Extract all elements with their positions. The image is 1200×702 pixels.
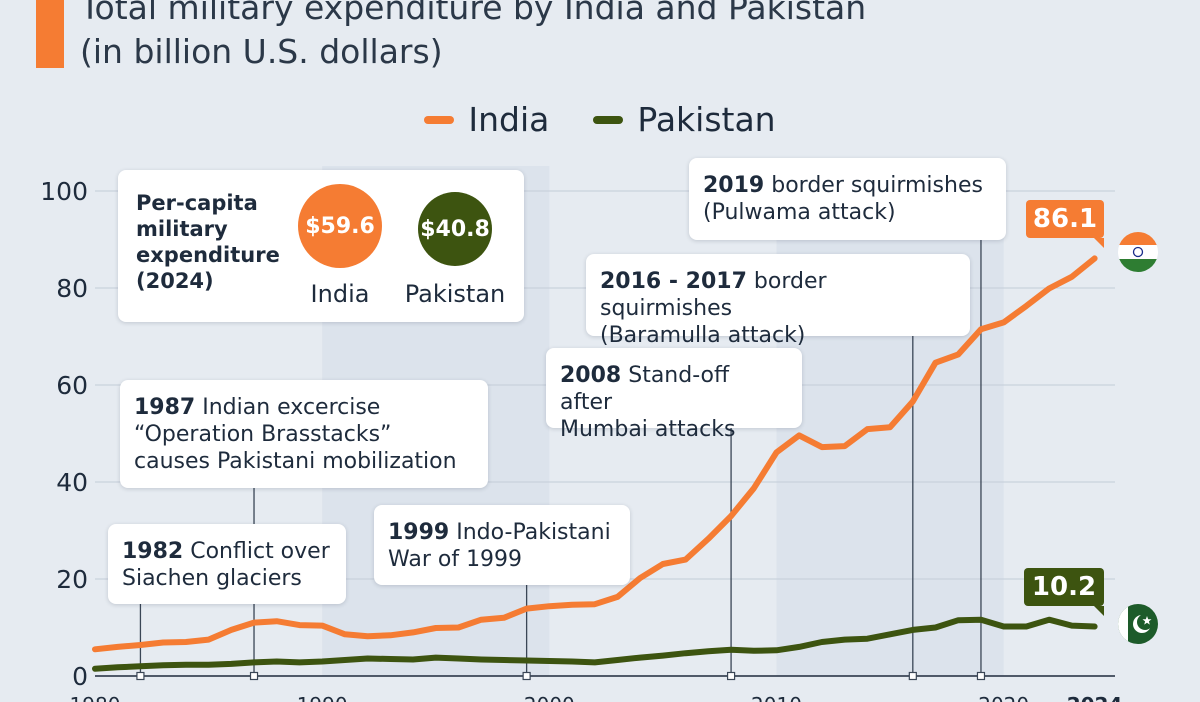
pakistan-flag-icon [1118, 604, 1158, 644]
annotation-marker [908, 671, 917, 681]
annotation-year: 2008 [560, 363, 622, 388]
annotation-1999: 1999 Indo-Pakistani War of 1999 [374, 505, 630, 585]
annotation-1982: 1982 Conflict over Siachen glaciers [108, 524, 346, 604]
legend: India Pakistan [0, 100, 1200, 139]
legend-swatch-pakistan [593, 115, 624, 124]
annotation-marker [976, 671, 986, 681]
x-tick-label: 1990 [297, 693, 348, 702]
annotation-year: 1987 [134, 395, 196, 420]
pakistan-per-capita-label: Pakistan [404, 280, 506, 308]
x-tick-label: 1980 [70, 693, 121, 702]
annotation-line: 2008 Stand-off after [560, 362, 788, 416]
annotation-text: Indo-Pakistani [456, 520, 611, 545]
annotation-text: border squirmishes [771, 173, 983, 198]
per-capita-title-line: expenditure [136, 243, 280, 267]
y-tick-label: 20 [56, 565, 88, 594]
title-line-2: (in billion U.S. dollars) [80, 32, 443, 71]
annotation-text: Siachen glaciers [122, 566, 302, 591]
legend-label-india: India [468, 100, 550, 139]
india-end-value-label: 86.1 [1026, 200, 1104, 238]
annotation-text: “Operation Brasstacks” [134, 422, 392, 447]
legend-label-pakistan: Pakistan [637, 100, 776, 139]
annotation-line: 2016 - 2017 border squirmishes [600, 268, 956, 322]
y-tick-label: 60 [56, 371, 88, 400]
series-line-india [92, 255, 1098, 653]
per-capita-title-line: military [136, 217, 228, 241]
chart-title: Total military expenditure by India and … [80, 0, 866, 74]
annotation-text: War of 1999 [388, 547, 523, 572]
annotation-2008: 2008 Stand-off after Mumbai attacks [546, 348, 802, 442]
y-tick-label: 40 [56, 468, 88, 497]
x-tick-label: 2010 [751, 693, 802, 702]
annotation-text: Conflict over [190, 539, 330, 564]
annotation-text: border squirmishes [600, 269, 827, 321]
title-line-1: Total military expenditure by India and … [80, 0, 867, 27]
annotation-line: 2019 border squirmishes [703, 172, 992, 199]
per-capita-title: Per-capita military expenditure (2024) [136, 190, 280, 294]
annotation-line: 1982 Conflict over [122, 538, 332, 565]
per-capita-title-line: Per-capita [136, 191, 258, 215]
title-accent-bar [36, 0, 64, 68]
india-per-capita-bubble: $59.6 [298, 184, 382, 268]
annotation-text: (Baramulla attack) [600, 323, 806, 348]
annotation-text: Mumbai attacks [560, 417, 736, 442]
x-tick-label: 2024 [1067, 693, 1123, 702]
annotation-1987: 1987 Indian excercise “Operation Brassta… [120, 380, 488, 488]
annotation-marker [522, 671, 531, 681]
y-tick-label: 80 [56, 274, 88, 303]
per-capita-box: Per-capita military expenditure (2024) $… [118, 170, 524, 322]
pakistan-per-capita-bubble: $40.8 [418, 192, 492, 266]
annotation-marker [726, 671, 736, 681]
legend-item-pakistan: Pakistan [593, 100, 776, 139]
india-per-capita-label: India [310, 280, 370, 308]
annotation-year: 1982 [122, 539, 184, 564]
y-tick-label: 100 [40, 177, 88, 206]
annotation-2019: 2019 border squirmishes (Pulwama attack) [689, 158, 1006, 240]
annotation-marker [249, 671, 259, 681]
annotation-text: Indian excercise [202, 395, 381, 420]
pakistan-end-label-pointer [1094, 606, 1104, 616]
x-tick-label: 2000 [524, 693, 575, 702]
annotation-text: causes Pakistani mobilization [134, 449, 457, 474]
y-tick-label: 0 [72, 662, 88, 691]
series-line-pakistan [92, 616, 1098, 672]
annotation-marker [136, 671, 145, 681]
india-flag-icon [1118, 232, 1158, 272]
annotation-year: 1999 [388, 520, 450, 545]
per-capita-title-line: (2024) [136, 269, 214, 293]
pakistan-end-value-label: 10.2 [1024, 568, 1104, 606]
legend-swatch-india [424, 115, 455, 124]
annotation-year: 2019 [703, 173, 765, 198]
x-tick-label: 2020 [978, 693, 1029, 702]
annotation-text: Stand-off after [560, 363, 730, 415]
annotation-2016-2017: 2016 - 2017 border squirmishes (Baramull… [586, 254, 970, 348]
annotation-line: 1987 Indian excercise [134, 394, 474, 421]
india-end-label-pointer [1094, 238, 1104, 248]
annotation-line: 1999 Indo-Pakistani [388, 519, 616, 546]
legend-item-india: India [424, 100, 549, 139]
decade-band [776, 166, 1004, 676]
annotation-text: (Pulwama attack) [703, 200, 896, 225]
annotation-year: 2016 - 2017 [600, 269, 747, 294]
